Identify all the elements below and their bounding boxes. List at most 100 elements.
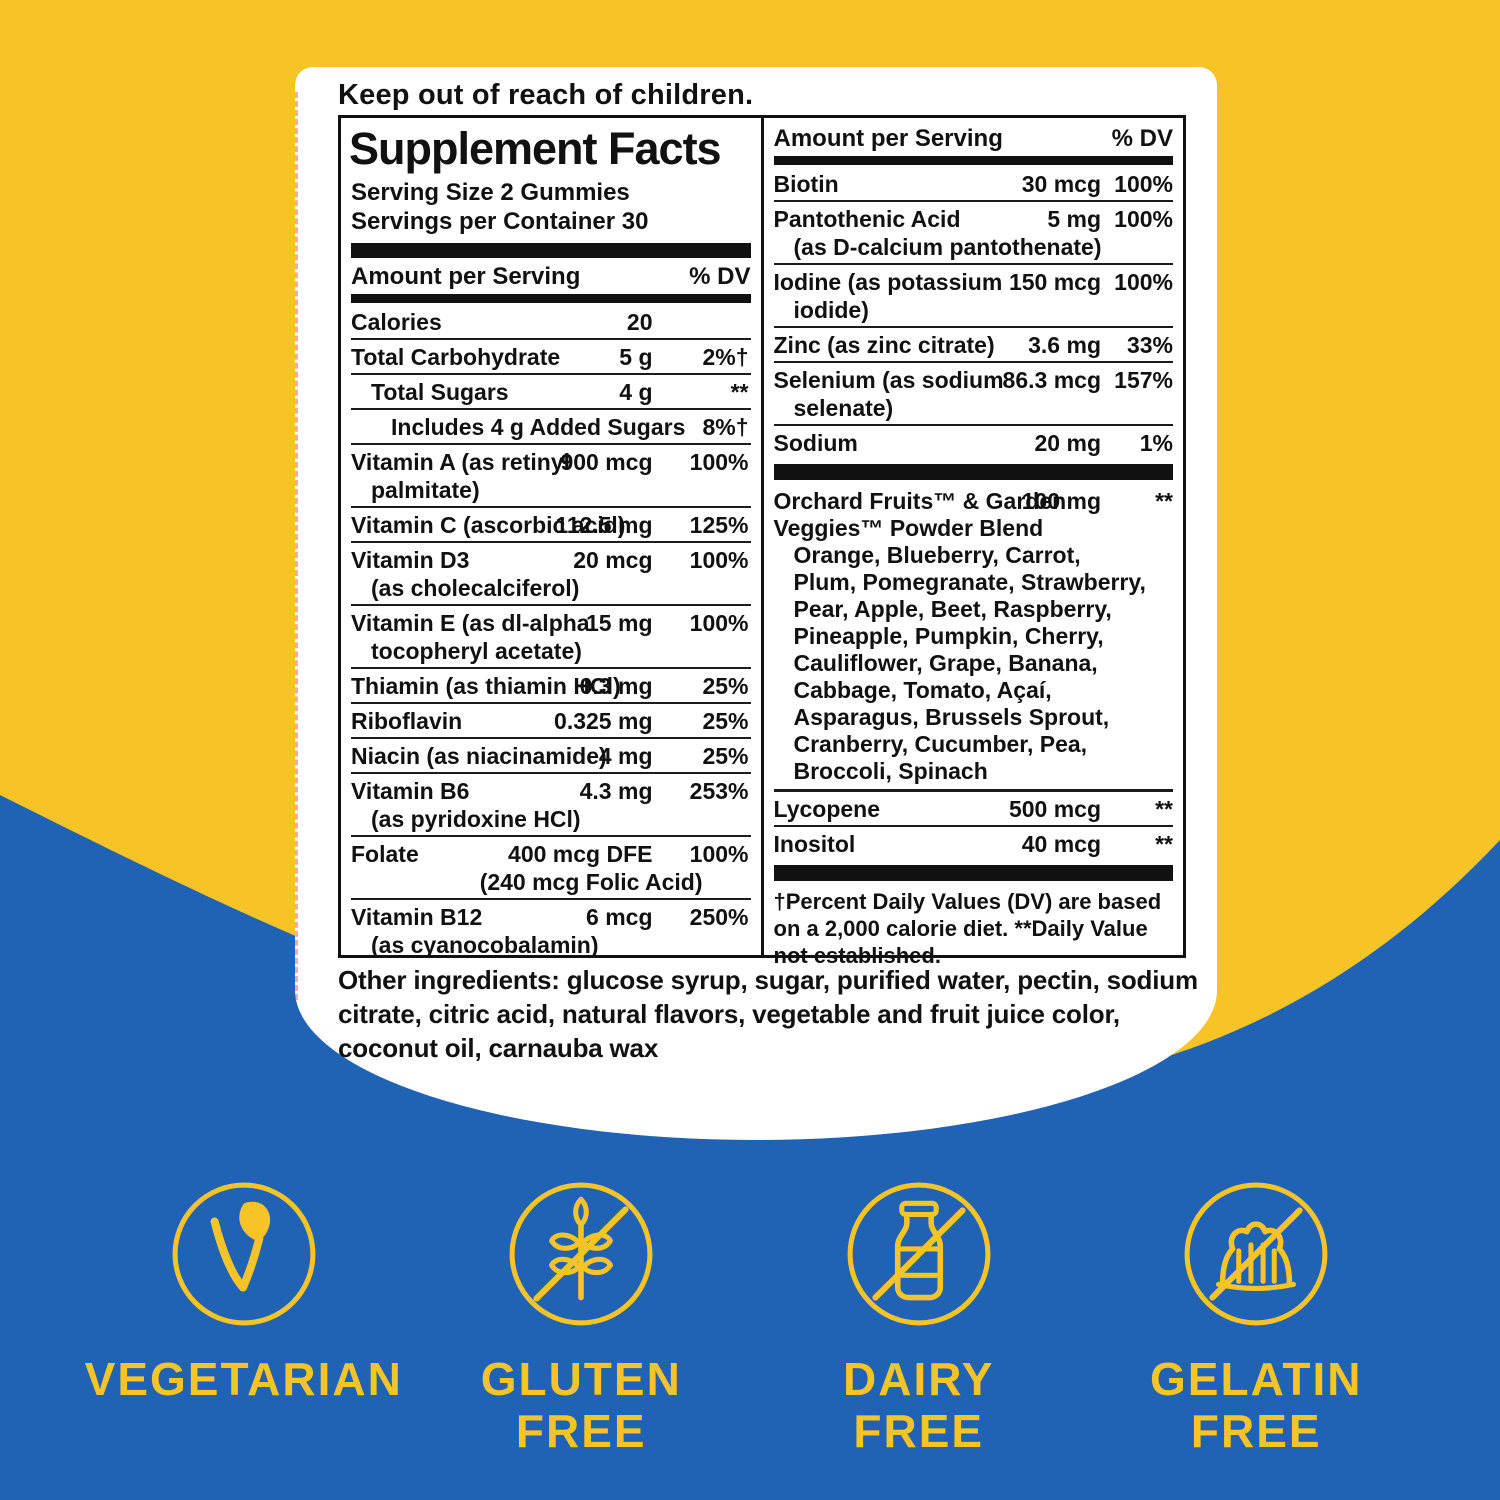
- dairy-bottle-slash-icon: [843, 1178, 995, 1330]
- nutrient-row: Vitamin D3 (as cholecalciferol) 20 mcg 100%: [351, 543, 751, 606]
- nutrient-name: Riboflavin: [351, 707, 751, 735]
- header-dv-label: % DV: [1111, 125, 1173, 152]
- dietary-badge: GLUTEN FREE: [413, 1178, 751, 1458]
- nutrient-name: Lycopene: [774, 795, 1174, 823]
- nutrient-name-line: Inositol: [773, 831, 856, 857]
- column-header: Amount per Serving % DV: [351, 262, 751, 291]
- nutrient-name: Total Sugars: [351, 378, 751, 406]
- nutrient-dv: 100%: [689, 610, 749, 636]
- nutrient-amount: 3.6 mg: [1028, 332, 1101, 358]
- nutrient-dv: **: [730, 379, 749, 405]
- nutrient-name-line: Lycopene: [773, 796, 881, 822]
- nutrient-dv: 8%†: [702, 414, 749, 440]
- nutrient-dv: 100%: [689, 841, 749, 867]
- nutrient-name-line: iodide): [793, 297, 869, 323]
- divider-bar-thick: [773, 865, 1173, 881]
- nutrient-name-line: (as cholecalciferol): [371, 575, 580, 601]
- nutrient-row: Niacin (as niacinamide) 4 mg 25%: [351, 739, 751, 774]
- blend-name-line: Orchard Fruits™ & Garden: [773, 488, 1067, 514]
- nutrient-name-line: Vitamin E (as dl-alpha: [351, 610, 590, 636]
- column-header: Amount per Serving % DV: [774, 124, 1174, 153]
- nutrient-amount: 30 mcg: [1021, 171, 1101, 197]
- header-amount-label: Amount per Serving: [351, 263, 581, 290]
- nutrient-dv: **: [1155, 796, 1173, 822]
- blend-ingredient-line: Cranberry, Cucumber, Pea,: [793, 731, 1088, 757]
- blend-ingredient-line: Orange, Blueberry, Carrot,: [793, 542, 1081, 568]
- nutrient-name: Vitamin A (as retinyl palmitate): [351, 448, 751, 504]
- nutrient-name-line: Iodine (as potassium: [773, 269, 1003, 295]
- nutrient-name-line: selenate): [793, 395, 894, 421]
- nutrient-amount: 86.3 mcg: [1002, 367, 1101, 393]
- divider-bar-thin: [773, 156, 1173, 165]
- other-ingredients-text: Other ingredients: glucose syrup, sugar,…: [338, 965, 1198, 1063]
- nutrient-dv: 157%: [1114, 367, 1173, 393]
- nutrient-row: Inositol 40 mcg **: [774, 827, 1174, 860]
- nutrient-name: Pantothenic Acid (as D-calcium pantothena…: [774, 205, 1174, 261]
- nutrient-row: Lycopene 500 mcg **: [773, 792, 1174, 827]
- left-nutrient-rows: Calories 20 Total Carbohydrate 5 g 2%† Total …: [351, 305, 751, 961]
- nutrient-amount: 20: [626, 309, 653, 335]
- powder-blend-row: Orchard Fruits™ & Garden Veggies™ Powder …: [773, 485, 1173, 792]
- nutrient-name: Sodium: [774, 429, 1174, 457]
- header-amount-label: Amount per Serving: [773, 125, 1003, 152]
- gluten-wheat-slash-icon: [505, 1178, 657, 1330]
- supplement-label-panel: Keep out of reach of children. Supplemen…: [295, 67, 1217, 1140]
- nutrient-dv: 125%: [689, 512, 749, 538]
- badge-label-line: FREE: [1190, 1404, 1322, 1457]
- nutrient-name-line: Thiamin (as thiamin HCl): [351, 673, 621, 699]
- blend-ingredient-line: Asparagus, Brussels Sprout,: [793, 704, 1110, 730]
- nutrient-amount: 4 g: [619, 379, 653, 405]
- nutrient-name: Inositol: [774, 830, 1174, 858]
- facts-left-column: Supplement Facts Serving Size 2 Gummies …: [341, 118, 761, 958]
- badge-label-line: DAIRY: [843, 1353, 995, 1405]
- vegetarian-leaf-icon: [168, 1178, 320, 1330]
- nutrient-row: Vitamin E (as dl-alpha tocopheryl acetate…: [351, 606, 751, 669]
- nutrient-name-line: Calories: [351, 309, 442, 335]
- badge-label-line: FREE: [853, 1404, 985, 1457]
- nutrient-row: Vitamin B6 (as pyridoxine HCl) 4.3 mg 253%: [351, 774, 751, 837]
- blend-ingredient-line: Cabbage, Tomato, Açaí,: [793, 677, 1052, 703]
- supplement-facts-table: Supplement Facts Serving Size 2 Gummies …: [338, 115, 1186, 968]
- nutrient-name: Niacin (as niacinamide): [351, 742, 751, 770]
- nutrient-row: Total Carbohydrate 5 g 2%†: [351, 340, 751, 375]
- blend-ingredient-line: Pineapple, Pumpkin, Cherry,: [793, 623, 1104, 649]
- nutrient-row: Vitamin A (as retinyl palmitate) 900 mcg 10…: [351, 445, 751, 508]
- nutrient-amount: 4.3 mg: [579, 778, 653, 804]
- nutrient-dv: 25%: [702, 708, 749, 734]
- nutrient-row: Sodium 20 mg 1%: [774, 426, 1174, 459]
- nutrient-amount: 150 mcg: [1008, 269, 1101, 295]
- dietary-badges-row: VEGETARIAN GLUTEN FREE DAIRY FREE GELATIN FREE: [75, 1178, 1425, 1458]
- nutrient-name: Total Carbohydrate: [351, 343, 751, 371]
- nutrient-name-line: Vitamin B12: [351, 904, 483, 930]
- nutrient-row: Biotin 30 mcg 100%: [773, 167, 1174, 202]
- nutrient-name: Thiamin (as thiamin HCl): [351, 672, 751, 700]
- blend-ingredient-line: Plum, Pomegranate, Strawberry,: [793, 569, 1146, 595]
- nutrient-dv: **: [1155, 831, 1173, 857]
- nutrient-subnote: (240 mcg Folic Acid): [479, 869, 703, 895]
- nutrient-name-line: Total Carbohydrate: [351, 344, 561, 370]
- daily-value-footnote: †Percent Daily Values (DV) are based on …: [773, 889, 1162, 968]
- divider-bar-thick: [351, 243, 751, 258]
- nutrient-name-line: Biotin: [773, 171, 839, 197]
- blend-ingredient-line: Pear, Apple, Beet, Raspberry,: [793, 596, 1112, 622]
- nutrient-dv: 250%: [689, 904, 749, 930]
- warning-text: Keep out of reach of children.: [338, 79, 754, 111]
- nutrient-dv: 33%: [1126, 332, 1173, 358]
- nutrient-dv: 100%: [1114, 269, 1173, 295]
- badge-label-line: FREE: [515, 1404, 647, 1457]
- nutrient-name-line: Zinc (as zinc citrate): [773, 332, 995, 358]
- nutrient-row: Riboflavin 0.325 mg 25%: [351, 704, 751, 739]
- dietary-badge: DAIRY FREE: [750, 1178, 1088, 1458]
- nutrient-name: Iodine (as potassium iodide): [774, 268, 1174, 324]
- nutrient-name: Vitamin C (ascorbic acid): [351, 511, 751, 539]
- nutrient-row: Includes 4 g Added Sugars 8%†: [351, 410, 751, 445]
- badge-label: VEGETARIAN: [85, 1353, 403, 1406]
- nutrient-name-line: Selenium (as sodium: [773, 367, 1004, 393]
- nutrient-amount: 0.3 mg: [579, 673, 653, 699]
- nutrient-name: Biotin: [774, 170, 1174, 198]
- nutrient-name: Calories: [351, 308, 751, 336]
- right-nutrient-rows-2: Lycopene 500 mcg ** Inositol 40 mcg **: [773, 792, 1174, 860]
- nutrient-name: Vitamin B6 (as pyridoxine HCl): [351, 777, 751, 833]
- nutrient-name-line: tocopheryl acetate): [371, 638, 582, 664]
- nutrient-name-line: Vitamin B6: [351, 778, 470, 804]
